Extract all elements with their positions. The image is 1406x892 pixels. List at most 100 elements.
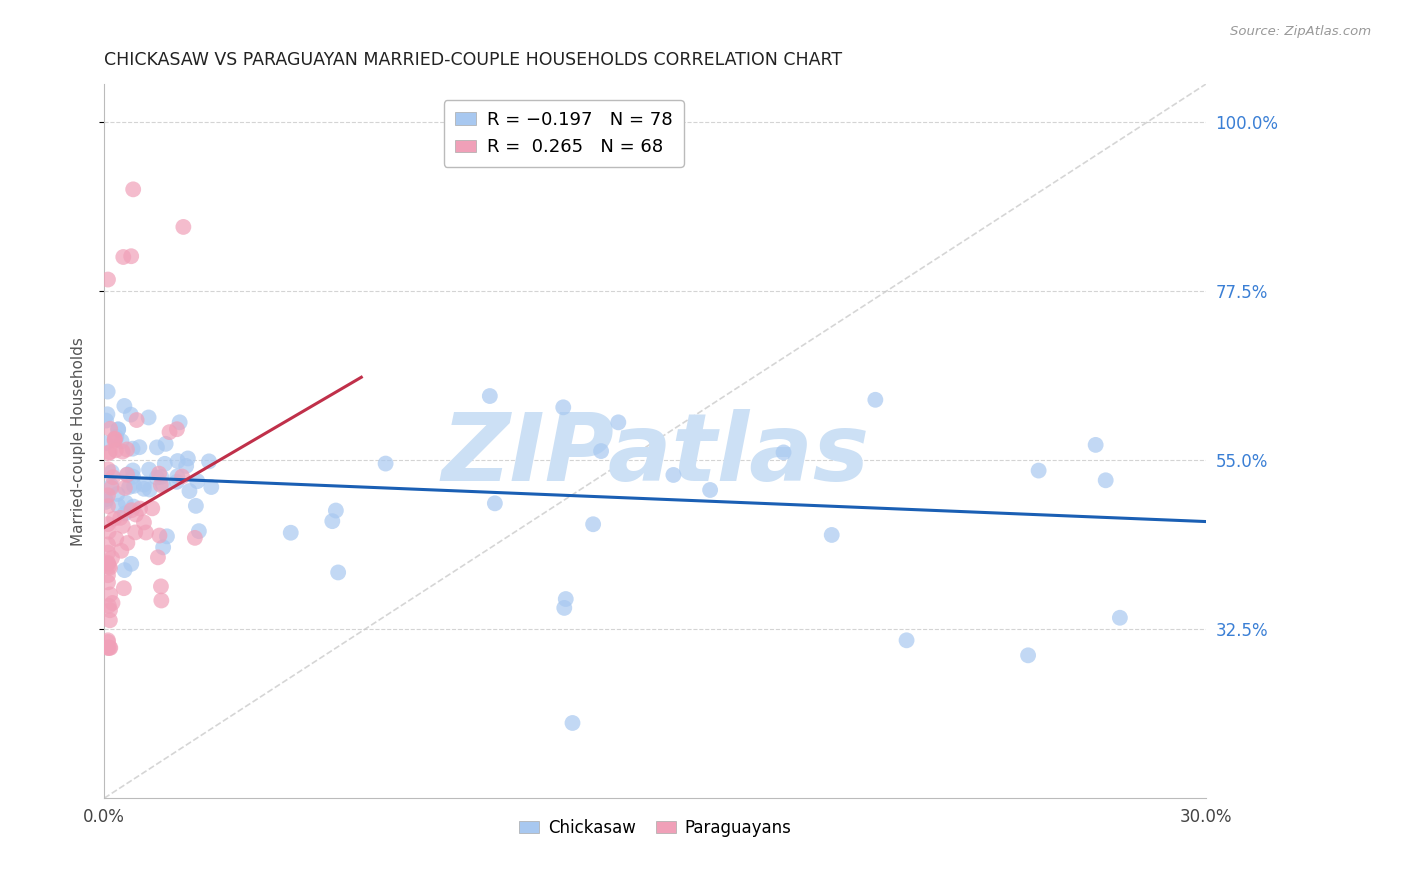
Point bbox=[1094, 473, 1116, 487]
Point bbox=[98, 603, 121, 617]
Point bbox=[115, 467, 138, 482]
Point bbox=[662, 467, 685, 482]
Point bbox=[97, 635, 120, 649]
Point bbox=[772, 445, 794, 459]
Point bbox=[94, 492, 117, 507]
Point bbox=[120, 249, 142, 263]
Point bbox=[553, 401, 575, 415]
Point bbox=[97, 272, 120, 286]
Point bbox=[101, 465, 124, 479]
Point bbox=[150, 593, 173, 607]
Point bbox=[110, 434, 132, 449]
Point bbox=[114, 495, 136, 509]
Point bbox=[112, 581, 135, 595]
Point bbox=[94, 413, 117, 427]
Point bbox=[104, 434, 127, 448]
Point bbox=[97, 633, 120, 648]
Y-axis label: Married-couple Households: Married-couple Households bbox=[72, 336, 86, 546]
Point bbox=[100, 479, 122, 493]
Point bbox=[156, 529, 179, 543]
Point bbox=[865, 392, 887, 407]
Legend: Chickasaw, Paraguayans: Chickasaw, Paraguayans bbox=[513, 812, 797, 843]
Point bbox=[135, 525, 157, 540]
Text: ZIPatlas: ZIPatlas bbox=[441, 409, 869, 501]
Point bbox=[591, 444, 613, 458]
Point bbox=[118, 480, 141, 494]
Point bbox=[121, 463, 143, 477]
Point bbox=[101, 596, 124, 610]
Point bbox=[484, 496, 506, 510]
Point bbox=[101, 551, 124, 566]
Point bbox=[149, 579, 172, 593]
Point bbox=[561, 716, 583, 731]
Point bbox=[105, 487, 128, 501]
Point bbox=[124, 525, 146, 540]
Point bbox=[98, 587, 121, 601]
Point bbox=[198, 454, 221, 468]
Point bbox=[184, 531, 207, 545]
Point bbox=[97, 640, 120, 655]
Point bbox=[152, 477, 174, 491]
Point bbox=[141, 501, 163, 516]
Point bbox=[110, 511, 132, 525]
Point bbox=[107, 499, 129, 513]
Point bbox=[478, 389, 501, 403]
Point bbox=[145, 470, 167, 484]
Point bbox=[114, 563, 136, 577]
Point bbox=[607, 415, 630, 429]
Point bbox=[121, 442, 143, 456]
Point bbox=[186, 474, 208, 488]
Point bbox=[174, 458, 197, 473]
Point bbox=[129, 501, 152, 516]
Point bbox=[146, 441, 169, 455]
Point bbox=[112, 399, 135, 413]
Point bbox=[896, 633, 918, 648]
Point bbox=[107, 422, 129, 436]
Point bbox=[101, 470, 124, 484]
Point bbox=[166, 469, 188, 483]
Point bbox=[98, 560, 121, 574]
Point bbox=[100, 481, 122, 495]
Point bbox=[166, 422, 188, 436]
Point bbox=[149, 478, 172, 492]
Point bbox=[104, 432, 127, 446]
Point bbox=[104, 432, 127, 446]
Point bbox=[125, 508, 148, 522]
Point bbox=[97, 384, 120, 399]
Point bbox=[1017, 648, 1039, 663]
Point bbox=[97, 599, 120, 613]
Point bbox=[97, 546, 120, 560]
Point bbox=[177, 451, 200, 466]
Point bbox=[155, 437, 177, 451]
Point bbox=[111, 519, 134, 533]
Text: CHICKASAW VS PARAGUAYAN MARRIED-COUPLE HOUSEHOLDS CORRELATION CHART: CHICKASAW VS PARAGUAYAN MARRIED-COUPLE H… bbox=[104, 51, 842, 69]
Point bbox=[97, 488, 120, 502]
Point bbox=[325, 503, 347, 517]
Point bbox=[132, 516, 155, 530]
Point bbox=[138, 462, 160, 476]
Point bbox=[146, 550, 169, 565]
Point bbox=[94, 436, 117, 450]
Point bbox=[328, 566, 350, 580]
Point bbox=[122, 479, 145, 493]
Point bbox=[97, 446, 120, 460]
Point bbox=[166, 475, 188, 489]
Point bbox=[148, 467, 170, 481]
Point bbox=[97, 559, 120, 574]
Point bbox=[112, 250, 135, 264]
Point bbox=[125, 413, 148, 427]
Point bbox=[148, 528, 170, 542]
Text: Source: ZipAtlas.com: Source: ZipAtlas.com bbox=[1230, 25, 1371, 38]
Point bbox=[98, 445, 121, 459]
Point bbox=[103, 512, 125, 526]
Point bbox=[97, 517, 120, 532]
Point bbox=[104, 443, 127, 458]
Point bbox=[94, 495, 117, 509]
Point bbox=[152, 541, 174, 555]
Point bbox=[132, 477, 155, 491]
Point bbox=[105, 430, 128, 444]
Point bbox=[97, 524, 120, 539]
Point bbox=[150, 470, 173, 484]
Point bbox=[166, 454, 188, 468]
Point bbox=[97, 568, 120, 582]
